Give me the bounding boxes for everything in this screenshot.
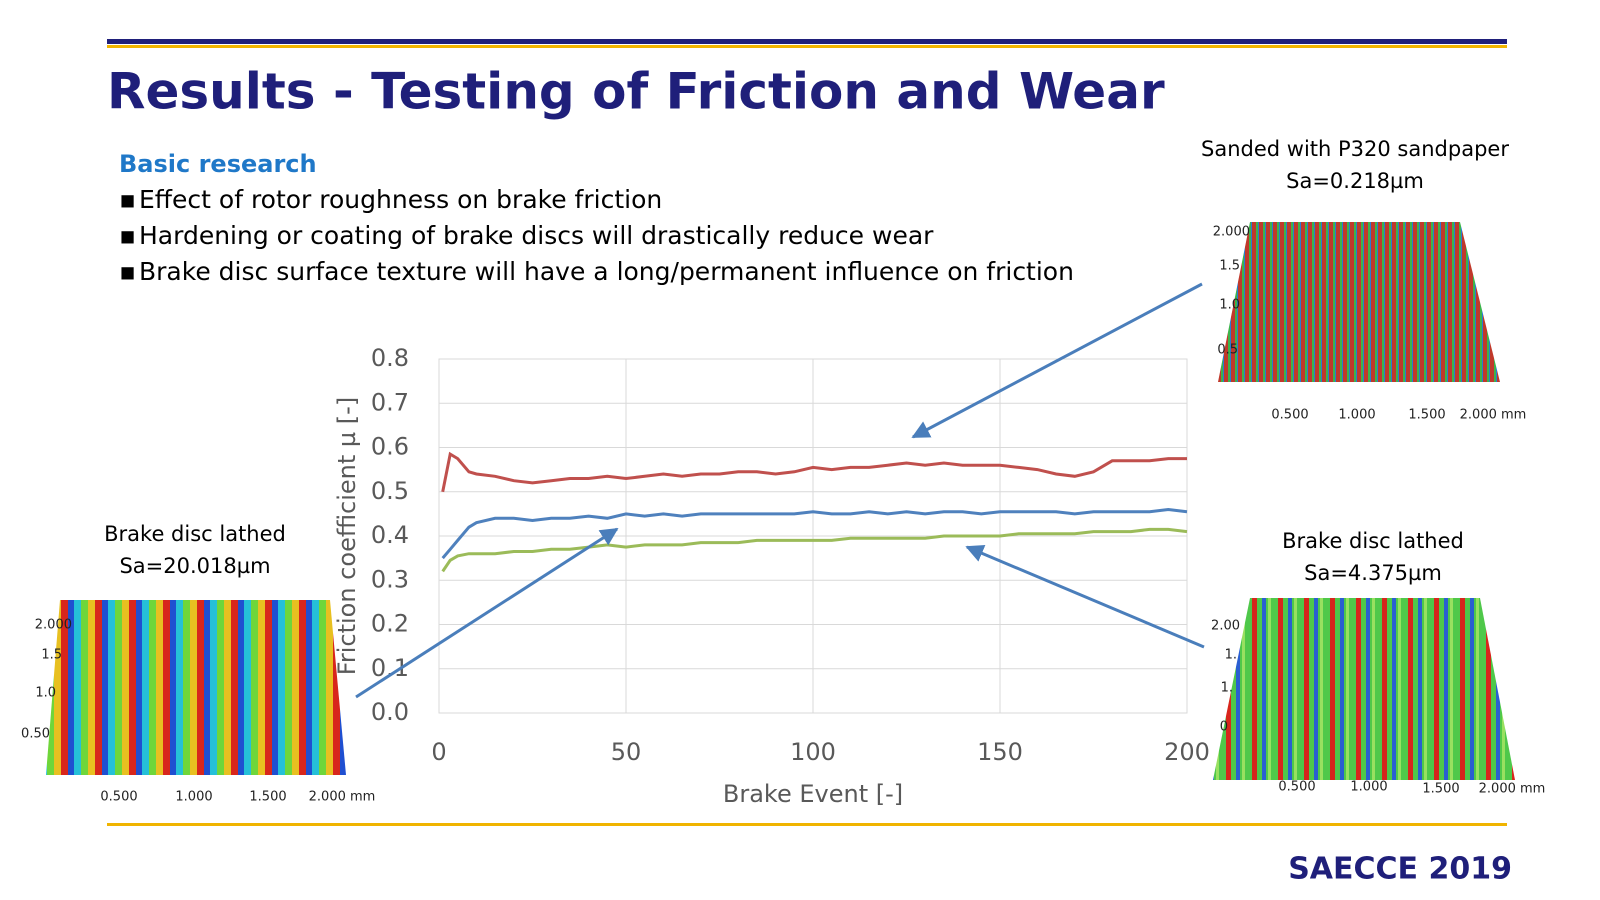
y-tick-label: 0.0 [371,698,409,726]
heading: Basic research [119,150,317,178]
inset-caption: Brake disc lathed [1282,529,1464,553]
x-tick-label: 100 [790,738,836,766]
inset-axis-label: 1.500 [249,790,286,805]
inset-caption: Sa=4.375µm [1304,561,1442,585]
inset-axis-label: 0.50 [21,727,50,742]
inset-caption: Brake disc lathed [104,522,286,546]
arrow [965,545,1205,649]
inset-axis-label: 2.000 [35,618,72,633]
x-tick-label: 50 [611,738,642,766]
bullet-dot: ■ [120,191,135,210]
inset-axis-label: 1.000 [1350,780,1387,795]
inset-axis-label: 0.500 [1278,780,1315,795]
line-series [441,451,1187,493]
y-tick-label: 0.2 [371,610,409,638]
inset-axis-label: 0.500 [100,790,137,805]
bottom-rule [107,823,1507,826]
surface-image [1213,598,1515,780]
inset-axis-label: 1. [1225,648,1237,663]
inset-caption: Sanded with P320 sandpaper [1201,137,1509,161]
inset-axis-label: 1. [1221,681,1233,696]
y-tick-label: 0.5 [371,477,409,505]
y-tick-label: 0.8 [371,344,409,372]
inset-axis-label: 1.5 [1219,259,1240,274]
surface-image [1218,222,1500,382]
bullet-dot: ■ [120,263,135,282]
inset-axis-label: 1.0 [35,686,56,701]
inset-axis-label: 1.500 [1422,782,1459,797]
arrow [911,282,1203,439]
inset-axis-label: 2.000 mm [1479,782,1546,797]
top-rule [107,39,1507,44]
inset-axis-label: 2.000 mm [309,790,376,805]
bullet-dot: ■ [120,227,135,246]
y-tick-label: 0.3 [371,565,409,593]
slide-title: Results - Testing of Friction and Wear [107,63,1165,121]
arrow [355,527,619,699]
inset-axis-label: 0 [1220,720,1228,735]
inset-axis-label: 2.000 [1213,225,1250,240]
inset-axis-label: 1.000 [1338,408,1375,423]
x-axis-title: Brake Event [-] [723,780,903,808]
y-axis-title: Friction coefficient µ [-] [333,397,361,675]
x-tick-label: 0 [431,738,446,766]
inset-axis-label: 2.00 [1211,619,1240,634]
y-tick-label: 0.7 [371,388,409,416]
inset-axis-label: 1.0 [1219,298,1240,313]
x-tick-label: 150 [977,738,1023,766]
inset-caption: Sa=0.218µm [1286,169,1424,193]
bullet: Hardening or coating of brake discs will… [139,221,934,250]
bullet: Brake disc surface texture will have a l… [139,257,1074,286]
bullet: Effect of rotor roughness on brake frict… [139,185,662,214]
inset-axis-label: 2.000 mm [1460,408,1527,423]
inset-axis-label: 0.500 [1271,408,1308,423]
top-rule-accent [107,45,1507,48]
y-tick-label: 0.4 [371,521,409,549]
inset-axis-label: 1.500 [1408,408,1445,423]
inset-axis-label: 0.5 [1217,343,1238,358]
line-series [441,527,1188,573]
line-series [441,507,1188,560]
y-tick-label: 0.6 [371,433,409,461]
inset-caption: Sa=20.018µm [119,554,270,578]
inset-axis-label: 1.5 [41,648,62,663]
x-tick-label: 200 [1164,738,1210,766]
inset-axis-label: 1.000 [175,790,212,805]
footer: SAECCE 2019 [1288,852,1512,887]
surface-image [46,600,346,775]
